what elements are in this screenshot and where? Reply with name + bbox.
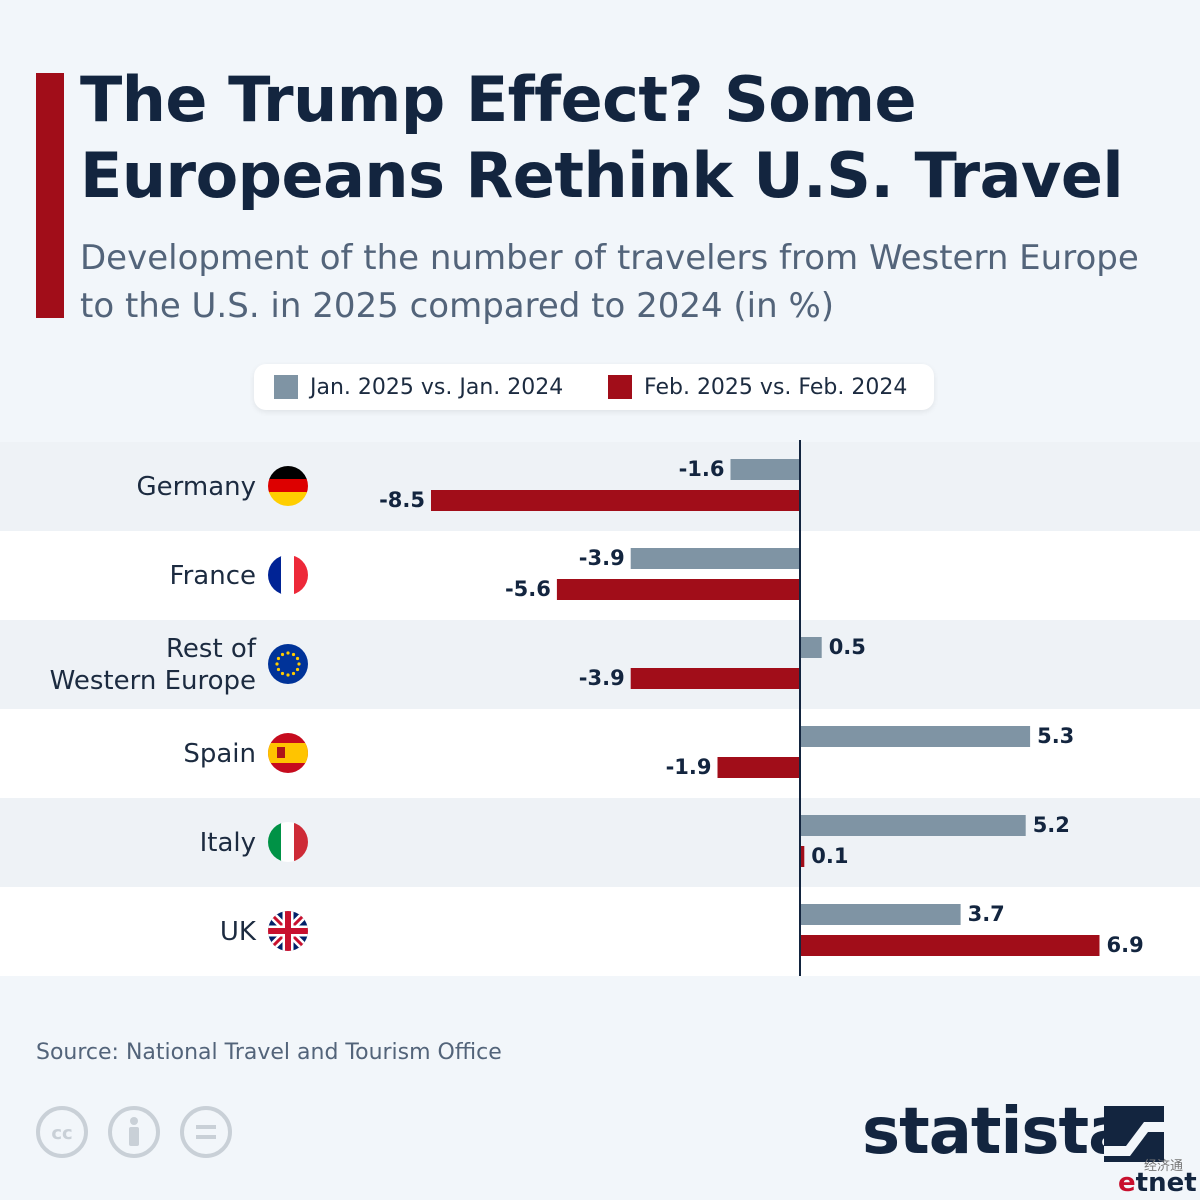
chart-subtitle: Development of the number of travelers f… [80,238,1139,326]
category-label: Germany [136,471,256,502]
svg-text:cc: cc [51,1123,72,1144]
etnet-watermark-rest: tnet [1135,1168,1197,1198]
france-flag-icon [268,555,308,595]
legend-swatch-feb [608,375,632,399]
row-band [0,887,1200,976]
chart-title: The Trump Effect? Some Europeans Rethink… [80,63,1124,212]
etnet-watermark-cn: 经济通 [1144,1159,1184,1174]
row-band [0,798,1200,887]
row-band [0,442,1200,531]
uk-flag-icon [268,911,308,951]
title-accent-bar [36,73,64,318]
legend-label-feb: Feb. 2025 vs. Feb. 2024 [644,374,908,400]
germany-flag-icon [268,466,308,506]
creative-commons-icon: cc [36,1106,88,1158]
category-label: Spain [183,738,256,769]
statista-logo-icon [1104,1106,1164,1162]
row-band [0,709,1200,798]
etnet-watermark-e: e [1118,1168,1136,1198]
category-label: France [169,560,256,591]
legend-item-jan: Jan. 2025 vs. Jan. 2024 [274,364,563,410]
legend: Jan. 2025 vs. Jan. 2024 Feb. 2025 vs. Fe… [254,364,934,410]
category-label: Rest of Western Europe [0,633,256,697]
legend-item-feb: Feb. 2025 vs. Feb. 2024 [608,364,907,410]
source-note: Source: National Travel and Tourism Offi… [36,1040,502,1065]
category-label-line: Rest of [166,633,256,664]
italy-flag-icon [268,822,308,862]
category-label: UK [219,916,256,947]
etnet-watermark: etnet [1118,1168,1197,1198]
category-label-line: Western Europe [49,665,256,696]
statista-logo-text: statista [862,1095,1131,1169]
attribution-icon [108,1106,160,1158]
legend-label-jan: Jan. 2025 vs. Jan. 2024 [310,374,564,400]
row-band [0,531,1200,620]
category-label: Italy [199,827,256,858]
legend-swatch-jan [274,375,298,399]
row-band [0,620,1200,709]
eu-flag-icon [268,644,308,684]
spain-flag-icon [268,733,308,773]
no-derivatives-icon [180,1106,232,1158]
